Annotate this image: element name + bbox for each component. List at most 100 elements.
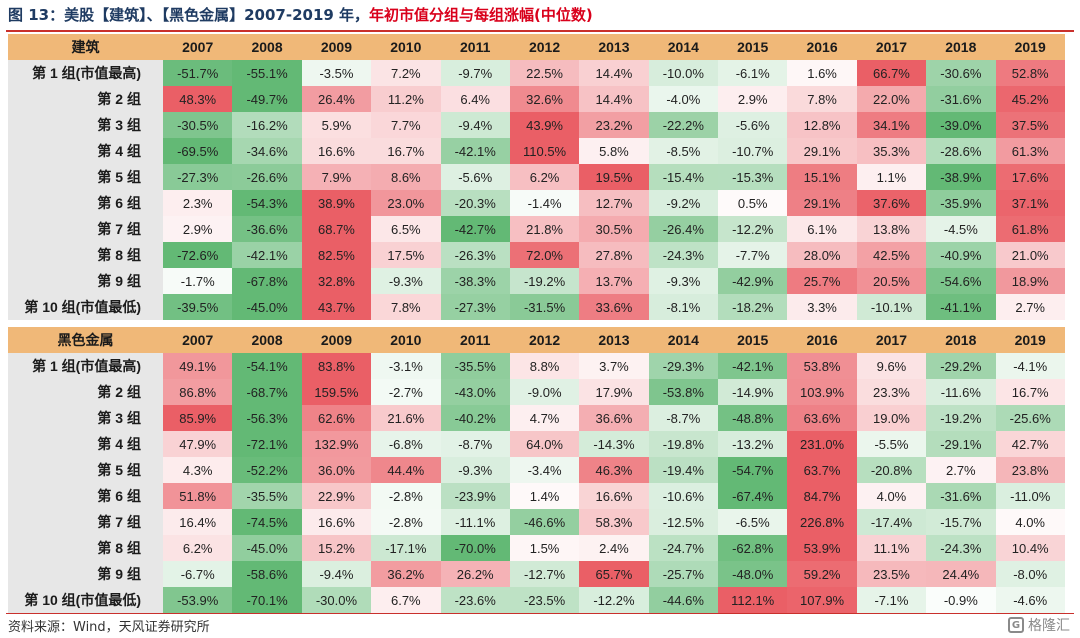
value-cell: 36.6% [579, 405, 649, 431]
value-cell: -13.2% [718, 431, 788, 457]
value-cell: -26.3% [440, 242, 510, 268]
value-cell: -23.9% [440, 483, 510, 509]
value-cell: 37.1% [995, 190, 1065, 216]
value-cell: -12.5% [648, 509, 718, 535]
value-cell: -54.3% [232, 190, 302, 216]
value-cell: -39.5% [163, 294, 233, 320]
year-header: 2012 [509, 34, 580, 60]
value-cell: -12.2% [579, 587, 649, 613]
value-cell: -9.3% [440, 457, 510, 483]
value-cell: -56.3% [232, 405, 302, 431]
value-cell: -8.5% [648, 138, 718, 164]
construction-body: 第 1 组(市值最高) -51.7% -55.1% -3.5% 7.2% -9.7% 22.… [8, 60, 1065, 320]
value-cell: 2.9% [718, 86, 788, 112]
value-cell: -10.0% [648, 60, 718, 86]
value-cell: 11.1% [856, 535, 927, 561]
value-cell: 58.3% [579, 509, 649, 535]
value-cell: 16.6% [579, 483, 649, 509]
value-cell: 1.1% [856, 164, 927, 190]
value-cell: 36.2% [371, 561, 441, 587]
value-cell: 34.1% [856, 112, 927, 138]
value-cell: 21.8% [509, 216, 580, 242]
value-cell: -11.6% [926, 379, 996, 405]
value-cell: 17.6% [995, 164, 1065, 190]
value-cell: 20.5% [856, 268, 927, 294]
value-cell: 43.7% [301, 294, 372, 320]
value-cell: 52.8% [995, 60, 1065, 86]
value-cell: 8.6% [371, 164, 441, 190]
value-cell: -58.6% [232, 561, 302, 587]
year-header: 2009 [301, 327, 372, 353]
value-cell: -48.0% [718, 561, 788, 587]
value-cell: -6.5% [718, 509, 788, 535]
value-cell: 32.6% [509, 86, 580, 112]
value-cell: -53.9% [163, 587, 233, 613]
value-cell: -38.3% [440, 268, 510, 294]
value-cell: 6.4% [440, 86, 510, 112]
year-header: 2019 [995, 34, 1065, 60]
value-cell: -18.2% [718, 294, 788, 320]
value-cell: 5.9% [301, 112, 372, 138]
value-cell: -5.5% [856, 431, 927, 457]
value-cell: -15.4% [648, 164, 718, 190]
value-cell: 2.4% [579, 535, 649, 561]
value-cell: -35.5% [440, 353, 510, 379]
value-cell: -25.7% [648, 561, 718, 587]
value-cell: -70.1% [232, 587, 302, 613]
value-cell: 4.0% [995, 509, 1065, 535]
group-label: 第 2 组 [8, 86, 163, 112]
year-header: 2015 [718, 34, 788, 60]
ferrous-metals-table: 黑色金属 2007 2008 2009 2010 2011 2012 2013 2014 2015… [8, 327, 1065, 613]
value-cell: -10.6% [648, 483, 718, 509]
value-cell: 112.1% [718, 587, 788, 613]
value-cell: -8.1% [648, 294, 718, 320]
group-label: 第 1 组(市值最高) [8, 353, 163, 379]
value-cell: 29.1% [787, 138, 857, 164]
value-cell: -42.9% [718, 268, 788, 294]
value-cell: -9.3% [371, 268, 441, 294]
value-cell: -31.6% [926, 86, 996, 112]
value-cell: -10.1% [856, 294, 927, 320]
value-cell: 6.2% [509, 164, 580, 190]
value-cell: -72.6% [163, 242, 233, 268]
group-label: 第 9 组 [8, 561, 163, 587]
value-cell: -12.2% [718, 216, 788, 242]
value-cell: 5.8% [579, 138, 649, 164]
value-cell: -42.7% [440, 216, 510, 242]
value-cell: 2.7% [926, 457, 996, 483]
year-header: 2018 [926, 34, 996, 60]
value-cell: -9.2% [648, 190, 718, 216]
year-header: 2018 [926, 327, 996, 353]
value-cell: 107.9% [787, 587, 857, 613]
year-header: 2019 [995, 327, 1065, 353]
value-cell: -8.0% [995, 561, 1065, 587]
footer-rule [6, 613, 1074, 614]
value-cell: -31.6% [926, 483, 996, 509]
value-cell: -8.7% [648, 405, 718, 431]
value-cell: 6.1% [787, 216, 857, 242]
value-cell: 4.7% [509, 405, 580, 431]
value-cell: -0.9% [926, 587, 996, 613]
table-row: 第 1 组(市值最高) 49.1% -54.1% 83.8% -3.1% -35.5% 8.… [8, 353, 1065, 379]
value-cell: -20.3% [440, 190, 510, 216]
value-cell: 28.0% [787, 242, 857, 268]
value-cell: 36.0% [301, 457, 372, 483]
value-cell: 13.8% [856, 216, 927, 242]
value-cell: 19.0% [856, 405, 927, 431]
value-cell: -54.7% [718, 457, 788, 483]
value-cell: 38.9% [301, 190, 372, 216]
value-cell: 43.9% [509, 112, 580, 138]
value-cell: 110.5% [509, 138, 580, 164]
value-cell: 51.8% [163, 483, 233, 509]
value-cell: -62.8% [718, 535, 788, 561]
value-cell: 53.8% [787, 353, 857, 379]
value-cell: -35.5% [232, 483, 302, 509]
value-cell: -23.5% [509, 587, 580, 613]
value-cell: -14.9% [718, 379, 788, 405]
value-cell: 226.8% [787, 509, 857, 535]
title-rule [6, 30, 1074, 32]
value-cell: 18.9% [995, 268, 1065, 294]
construction-section-title: 建筑 [8, 34, 163, 60]
value-cell: -9.4% [301, 561, 372, 587]
value-cell: 16.4% [163, 509, 233, 535]
